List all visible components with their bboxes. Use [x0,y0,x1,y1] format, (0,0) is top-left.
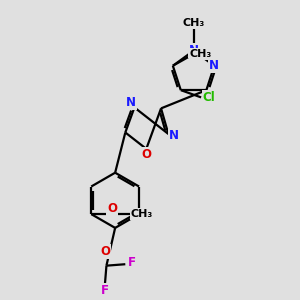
Text: N: N [189,44,199,57]
Text: F: F [101,284,109,297]
Text: CH₃: CH₃ [182,17,205,28]
Text: Cl: Cl [203,91,216,104]
Text: F: F [128,256,136,269]
Text: O: O [100,244,110,258]
Text: N: N [126,96,136,109]
Text: O: O [141,148,151,161]
Text: N: N [209,59,219,72]
Text: O: O [107,202,117,215]
Text: N: N [169,130,179,142]
Text: CH₃: CH₃ [131,209,153,219]
Text: CH₃: CH₃ [190,49,212,59]
